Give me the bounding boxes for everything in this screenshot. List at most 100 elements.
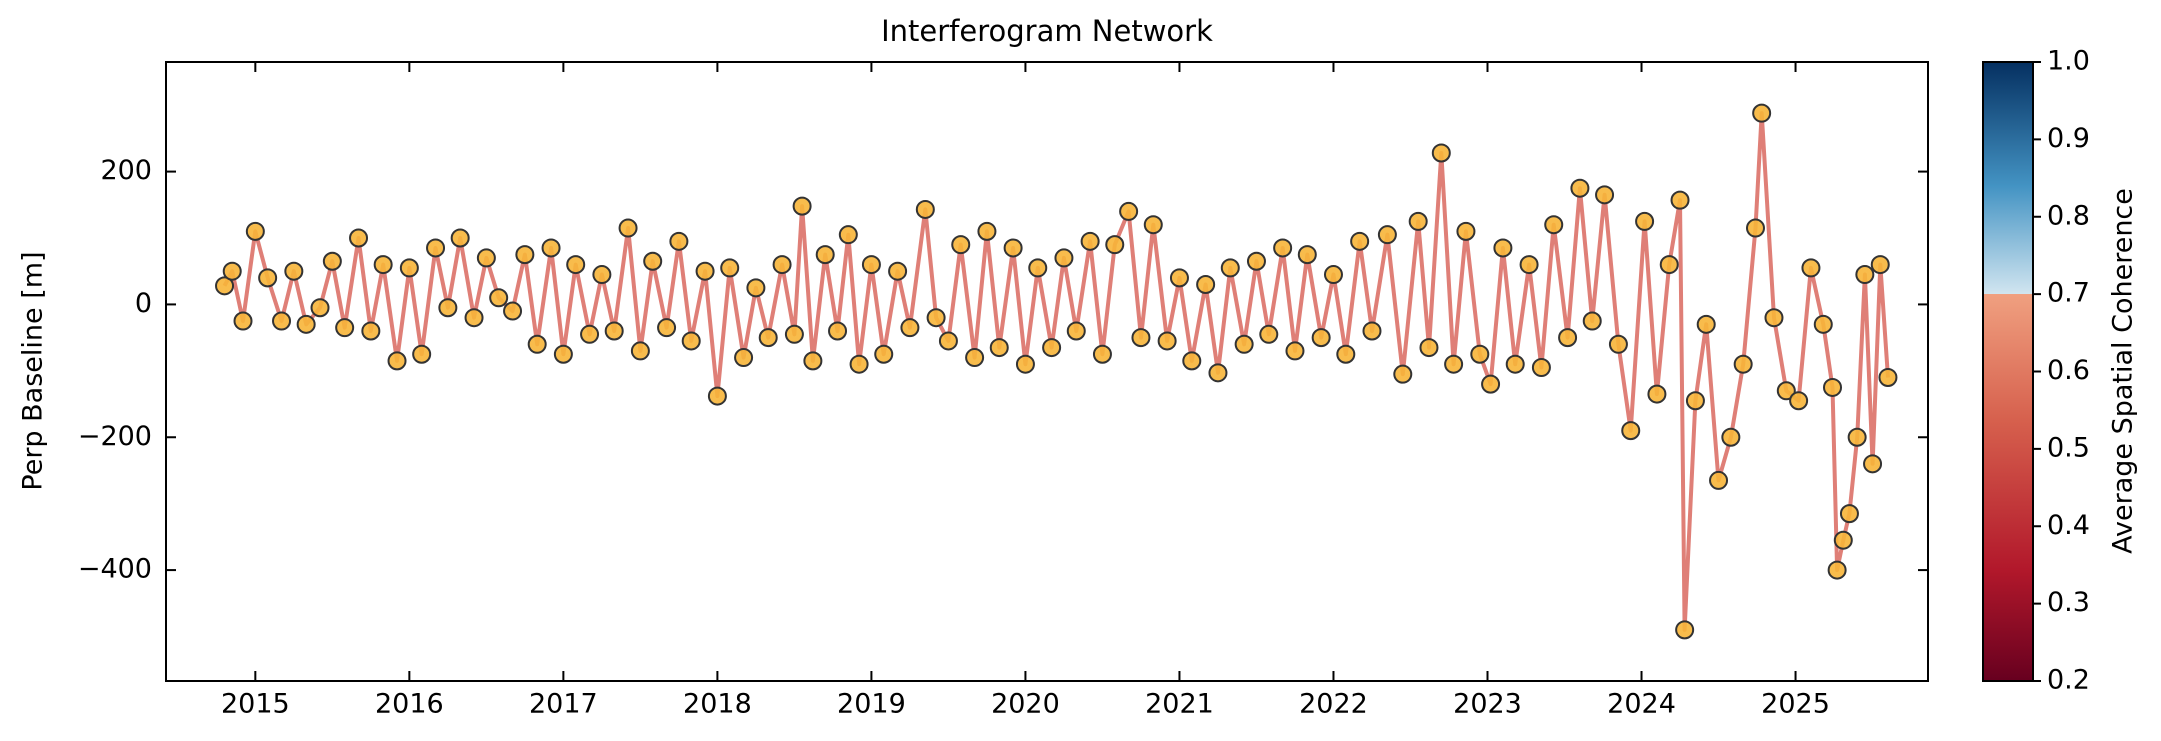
acquisition-point [604,321,624,341]
acquisition-point [1208,363,1228,383]
acquisition-point [1169,268,1189,288]
acquisition-point [618,218,638,238]
acquisition-point [553,344,573,364]
acquisition-point [1336,344,1356,364]
acquisition-point [1297,245,1317,265]
acquisition-point [1054,248,1074,268]
acquisition-point [1470,344,1490,364]
y-tick-label: 0 [135,288,152,319]
y-tick-label: −400 [78,554,152,585]
acquisition-point [1635,211,1655,231]
acquisition-point [592,265,612,285]
acquisition-point [399,258,419,278]
acquisition-point [1080,231,1100,251]
x-tick-label: 2021 [1145,689,1214,720]
acquisition-point [222,261,242,281]
acquisition-point [1444,354,1464,374]
acquisition-point [1582,311,1602,331]
acquisition-point [580,324,600,344]
acquisition-point [322,251,342,271]
acquisition-point [1285,341,1305,361]
acquisition-point [1481,374,1501,394]
y-tick-label: 200 [100,155,152,186]
acquisition-point [1647,384,1667,404]
acquisition-point [1709,470,1729,490]
acquisition-point [349,228,369,248]
colorbar-tick-label: 0.3 [2047,587,2090,618]
acquisition-point [849,354,869,374]
colorbar [1982,61,2034,682]
colorbar-tick-label: 0.2 [2047,665,2090,696]
acquisition-point [1273,238,1293,258]
acquisition-point [489,288,509,308]
acquisition-point [926,308,946,328]
acquisition-point [296,314,316,334]
acquisition-point [1323,265,1343,285]
acquisition-point [1823,377,1843,397]
acquisition-point [361,321,381,341]
acquisition-point [426,238,446,258]
acquisition-point [695,261,715,281]
colorbar-tick-label: 0.7 [2047,278,2090,309]
x-tick-label: 2024 [1607,689,1676,720]
acquisition-point [1595,185,1615,205]
x-tick-label: 2016 [375,689,444,720]
acquisition-point [681,331,701,351]
network-line [222,111,1890,632]
acquisition-point [1827,560,1847,580]
acquisition-point [1143,215,1163,235]
acquisition-point [1362,321,1382,341]
acquisition-point [669,231,689,251]
acquisition-point [464,308,484,328]
acquisition-point [1456,221,1476,241]
acquisition-point [1042,338,1062,358]
acquisition-point [566,255,586,275]
acquisition-point [1870,255,1890,275]
acquisition-point [1659,255,1679,275]
acquisition-point [1505,354,1525,374]
acquisition-point [1847,427,1867,447]
x-tick-label: 2020 [991,689,1060,720]
acquisition-point [503,301,523,321]
acquisition-point [1003,238,1023,258]
acquisition-point [1839,504,1859,524]
y-tick-label: −200 [78,421,152,452]
acquisition-point [245,221,265,241]
acquisition-point [838,225,858,245]
acquisition-point [527,334,547,354]
acquisition-point [1131,328,1151,348]
acquisition-point [1182,351,1202,371]
acquisition-point [720,258,740,278]
acquisition-point [989,338,1009,358]
acquisition-point [874,344,894,364]
acquisition-point [1878,367,1898,387]
acquisition-point [335,318,355,338]
colorbar-tick-label: 0.5 [2047,432,2090,463]
acquisition-point [1157,331,1177,351]
acquisition-point [938,331,958,351]
acquisition-point [707,386,727,406]
acquisition-point [1431,143,1451,163]
acquisition-point [1311,328,1331,348]
acquisition-point [792,196,812,216]
acquisition-point [310,298,330,318]
acquisition-point [450,228,470,248]
acquisition-point [746,278,766,298]
acquisition-point [373,255,393,275]
acquisition-point [1246,251,1266,271]
acquisition-point [1544,215,1564,235]
plot-frame [165,61,1929,682]
acquisition-point [1220,258,1240,278]
colorbar-label: Average Spatial Coherence [2108,188,2139,554]
acquisition-point [1393,364,1413,384]
acquisition-point [1419,338,1439,358]
colorbar-tick-label: 0.4 [2047,510,2090,541]
colorbar-tick-label: 0.6 [2047,355,2090,386]
acquisition-point [803,351,823,371]
acquisition-point [784,324,804,344]
acquisition-point [1764,308,1784,328]
acquisition-point [1733,354,1753,374]
x-tick-label: 2019 [837,689,906,720]
acquisition-point [1259,324,1279,344]
